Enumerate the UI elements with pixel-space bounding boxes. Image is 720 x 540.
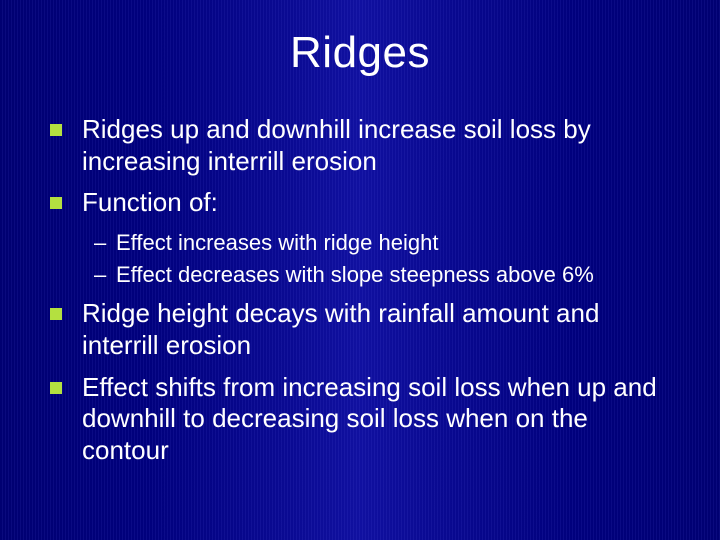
bullet-text: Ridges up and downhill increase soil los… xyxy=(82,114,591,176)
bullet-text: Ridge height decays with rainfall amount… xyxy=(82,298,599,360)
bullet-list: Ridges up and downhill increase soil los… xyxy=(46,114,674,219)
bullet-item: Ridge height decays with rainfall amount… xyxy=(46,298,674,361)
bullet-text: Function of: xyxy=(82,187,218,217)
sub-bullet-text: Effect increases with ridge height xyxy=(116,230,438,255)
bullet-item: Function of: xyxy=(46,187,674,219)
bullet-text: Effect shifts from increasing soil loss … xyxy=(82,372,657,465)
bullet-list-continued: Ridge height decays with rainfall amount… xyxy=(46,298,674,467)
slide: Ridges Ridges up and downhill increase s… xyxy=(0,0,720,540)
sub-bullet-item: Effect decreases with slope steepness ab… xyxy=(94,261,674,289)
sub-bullet-text: Effect decreases with slope steepness ab… xyxy=(116,262,594,287)
sub-bullet-list: Effect increases with ridge height Effec… xyxy=(46,229,674,288)
bullet-item: Effect shifts from increasing soil loss … xyxy=(46,372,674,467)
bullet-item: Ridges up and downhill increase soil los… xyxy=(46,114,674,177)
slide-title: Ridges xyxy=(46,28,674,78)
sub-bullet-item: Effect increases with ridge height xyxy=(94,229,674,257)
